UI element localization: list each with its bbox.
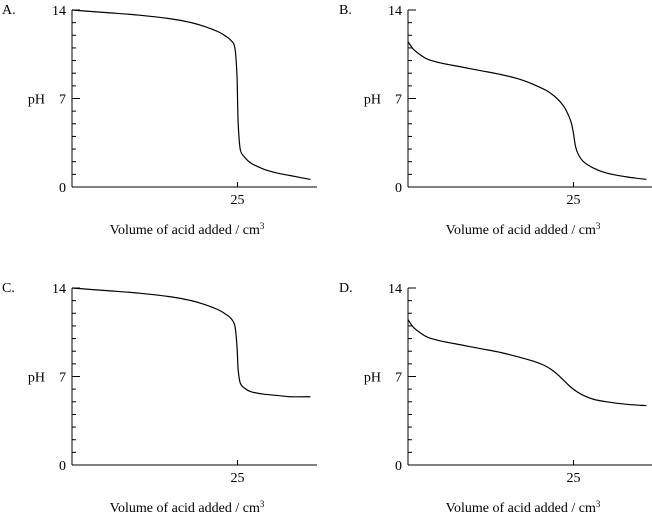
y-tick-label: 7	[59, 93, 66, 108]
y-tick-label: 0	[59, 459, 66, 474]
y-tick-label: 7	[395, 93, 402, 108]
titration-curve	[407, 319, 647, 407]
y-tick-label: 0	[59, 181, 66, 196]
x-axis-label: Volume of acid added / cm3	[446, 221, 601, 238]
y-tick-label: 0	[395, 181, 402, 196]
panel-label: D.	[339, 281, 353, 296]
y-tick-label: 14	[52, 282, 66, 297]
x-tick-label: 25	[567, 193, 581, 208]
y-tick-label: 14	[388, 4, 402, 19]
titration-curve	[71, 287, 311, 398]
y-axis-label: pH	[28, 371, 45, 386]
x-axis-label: Volume of acid added / cm3	[110, 221, 265, 238]
x-tick-label: 25	[567, 471, 581, 486]
x-axis-label: Volume of acid added / cm3	[110, 499, 265, 515]
chart-panel-1: A. 0 7 14 pH 25 Volume of acid added / cm3	[2, 3, 317, 238]
y-axis-label: pH	[364, 371, 381, 386]
chart-panel-4: D. 0 7 14 pH 25 Volume of acid added / cm3	[339, 281, 652, 515]
chart-panel-3: C. 0 7 14 pH 25 Volume of acid added / cm3	[2, 281, 317, 515]
y-tick-label: 14	[52, 4, 66, 19]
x-axis-label: Volume of acid added / cm3	[446, 499, 601, 515]
panel-label: C.	[2, 281, 15, 296]
titration-curve	[71, 9, 311, 180]
panel-label: B.	[339, 3, 352, 18]
y-axis-label: pH	[28, 93, 45, 108]
y-tick-label: 14	[388, 282, 402, 297]
panel-label: A.	[2, 3, 16, 18]
y-tick-label: 0	[395, 459, 402, 474]
x-tick-label: 25	[231, 193, 245, 208]
y-axis-label: pH	[364, 93, 381, 108]
chart-panel-2: B. 0 7 14 pH 25 Volume of acid added / cm3	[339, 3, 652, 238]
y-tick-label: 7	[395, 371, 402, 386]
x-tick-label: 25	[231, 471, 245, 486]
y-tick-label: 7	[59, 371, 66, 386]
titration-curve	[407, 41, 647, 181]
